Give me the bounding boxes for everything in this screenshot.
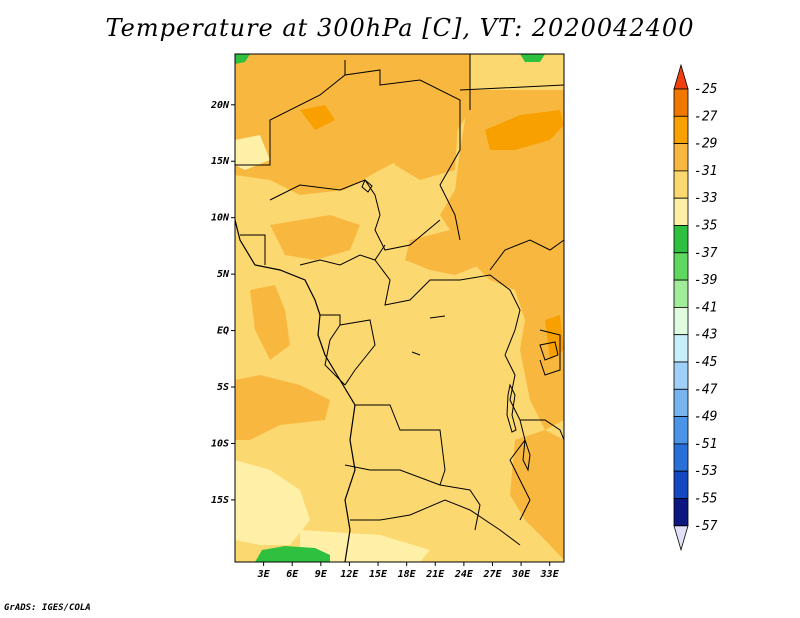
map-frame: [234, 53, 565, 563]
colorbar-segment: [673, 279, 689, 308]
colorbar-segment: [673, 334, 689, 363]
colorbar-level-label: -25: [694, 82, 718, 97]
x-tick-label: 21E: [425, 569, 445, 580]
colorbar-segment: [673, 143, 689, 172]
colorbar-level-label: -47: [694, 382, 718, 397]
y-tick-label: 5S: [217, 382, 229, 393]
colorbar-level-label: -35: [694, 219, 718, 234]
colorbar: -25 -27 -29 -31 -33 -35 -37 -39 -41 -43 -45 -47 -49 -…: [673, 63, 718, 552]
colorbar-segment: [673, 225, 689, 254]
colorbar-segment: [673, 170, 689, 199]
colorbar-level-label: -27: [694, 109, 718, 124]
field-warm-west-small: [250, 285, 290, 360]
x-tick-label: 33E: [540, 569, 560, 580]
y-tick-label: 5N: [217, 269, 230, 280]
y-tick-label: 10N: [211, 213, 230, 224]
x-tick-label: 30E: [511, 569, 531, 580]
field-warm-west-lobe: [235, 375, 330, 440]
y-tick-label: 15N: [211, 156, 230, 167]
colorbar-level-label: -33: [694, 191, 717, 206]
colorbar-level-label: -43: [694, 328, 717, 343]
colorbar-segment: [673, 252, 689, 281]
x-tick-label: 18E: [398, 569, 417, 580]
colorbar-level-label: -53: [694, 464, 717, 479]
country-borders: [235, 54, 564, 546]
colorbar-level-label: -31: [694, 164, 717, 179]
colorbar-segment: [673, 306, 689, 336]
field-hot-north-west: [300, 105, 335, 130]
lakes: [361, 179, 559, 472]
x-axis: 3E 6E 9E 12E 15E 18E 21E 24E 27E 30E 33E: [257, 562, 560, 580]
x-tick-label: 24E: [454, 569, 474, 580]
y-tick-label: EQ: [217, 326, 229, 337]
colorbar-segment: [673, 498, 689, 527]
colorbar-level-label: -29: [694, 137, 717, 152]
colorbar-bottom-arrow: [673, 525, 689, 552]
field-warm-northeast: [440, 90, 564, 430]
field-warm-center-west: [270, 215, 360, 260]
colorbar-segment: [673, 361, 689, 390]
x-tick-label: 3E: [257, 569, 271, 580]
field-hot-northeast: [485, 110, 564, 150]
coastline: [235, 219, 356, 562]
field-warm-southeast: [510, 430, 564, 560]
colorbar-level-label: -57: [694, 519, 718, 534]
x-tick-label: 27E: [482, 569, 502, 580]
colorbar-segment: [673, 416, 689, 445]
colorbar-segment: [673, 470, 689, 499]
y-tick-label: 20N: [210, 100, 230, 111]
colorbar-level-label: -55: [694, 492, 718, 507]
y-tick-label: 15S: [211, 495, 229, 506]
x-tick-label: 15E: [369, 569, 388, 580]
y-axis: 20N 15N 10N 5N EQ 5S 10S 15S: [210, 100, 235, 506]
colorbar-segment: [673, 115, 689, 145]
x-tick-label: 6E: [286, 569, 299, 580]
colorbar-level-label: -45: [694, 355, 718, 370]
field-warm-center-north: [380, 75, 460, 180]
colorbar-level-label: -37: [694, 246, 718, 261]
field-warm-east-band: [405, 230, 480, 275]
footer-credit: GrADS: IGES/COLA: [4, 603, 91, 613]
field-cool-south: [300, 530, 430, 562]
colorbar-level-label: -41: [694, 300, 717, 315]
chart-title: Temperature at 300hPa [C], VT: 202004240…: [105, 14, 695, 42]
field-green-northeast: [520, 54, 545, 62]
colorbar-segment: [673, 443, 689, 472]
field-hot-east: [545, 315, 564, 360]
colorbar-level-label: -39: [694, 273, 717, 288]
field-cool-northwest: [235, 135, 270, 170]
map-field: [235, 54, 564, 562]
colorbar-segment: [673, 388, 689, 417]
colorbar-top-arrow: [673, 63, 689, 90]
colorbar-segment: [673, 197, 689, 226]
y-tick-label: 10S: [211, 438, 229, 449]
x-tick-label: 9E: [315, 569, 328, 580]
field-green-northwest: [235, 54, 250, 64]
colorbar-level-label: -51: [694, 437, 717, 452]
colorbar-segment: [673, 88, 689, 117]
x-tick-label: 12E: [340, 569, 359, 580]
colorbar-level-label: -49: [694, 410, 717, 425]
field-cool-southwest: [235, 460, 310, 545]
field-green-southwest: [255, 546, 330, 562]
